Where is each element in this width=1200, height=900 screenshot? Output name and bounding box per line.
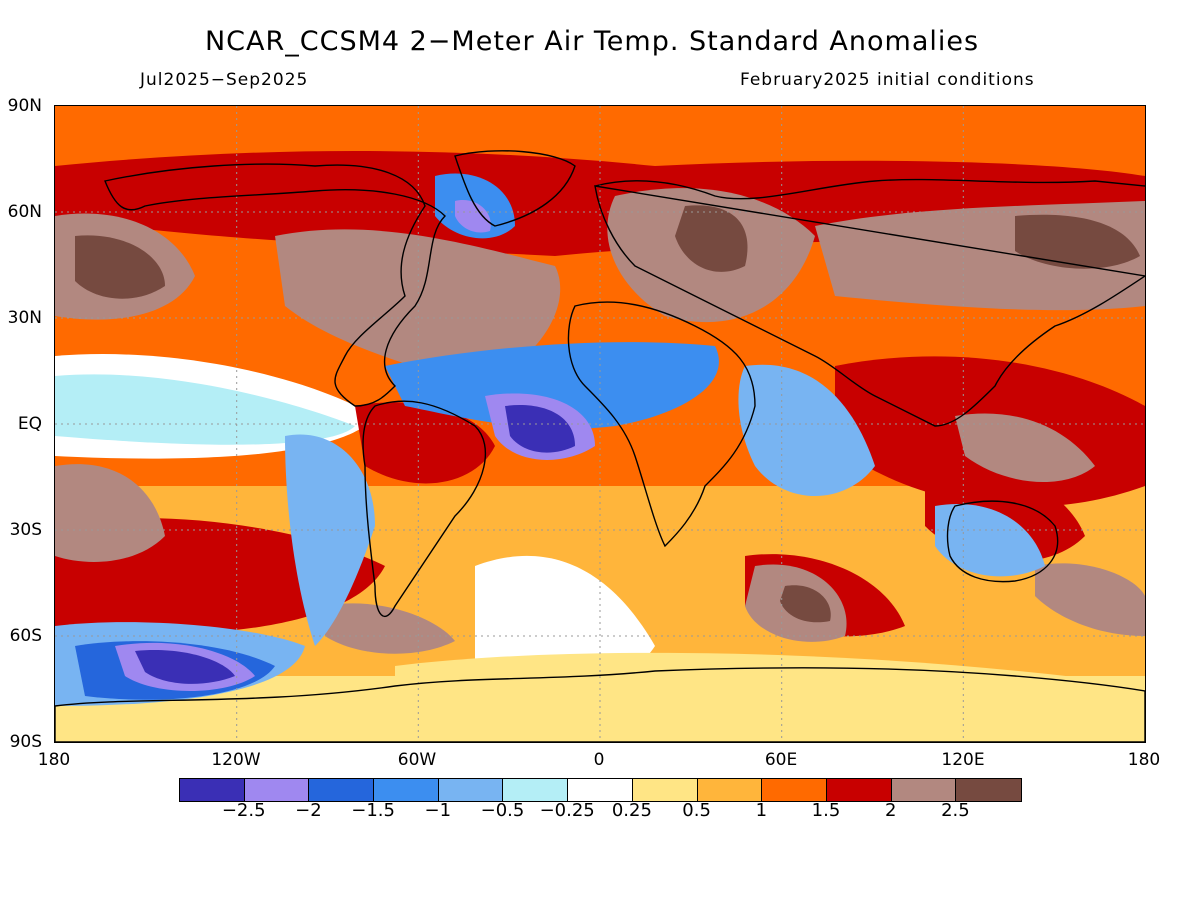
- colorbar-tick-label-6: 0.25: [611, 800, 652, 821]
- antarctica-outline: [55, 667, 1145, 742]
- initial-conditions: February2025 initial conditions: [740, 70, 1035, 90]
- africa-outline: [567, 301, 756, 548]
- lon-label-0: 0: [593, 750, 605, 770]
- greenland-outline: [454, 150, 576, 227]
- colorbar-tick-label-8: 1: [755, 800, 768, 821]
- colorbar-tick-label-3: −1: [424, 800, 452, 821]
- anomaly-map-svg: [55, 106, 1145, 742]
- lon-label-120w: 120W: [211, 750, 261, 770]
- lon-label-60w: 60W: [397, 750, 437, 770]
- graticule: [55, 106, 1145, 742]
- lon-label-180e: 180: [1127, 750, 1161, 770]
- australia-outline: [946, 500, 1059, 583]
- lat-label-60n: 60N: [7, 202, 42, 222]
- lat-label-60s: 60S: [9, 626, 42, 646]
- colorbar-swatch-9: [762, 779, 827, 801]
- amazon-red: [355, 402, 495, 484]
- colorbar-tick-label-7: 0.5: [682, 800, 711, 821]
- lat-label-30n: 30N: [7, 308, 42, 328]
- colorbar: [179, 778, 1022, 802]
- labrador-purple: [455, 200, 491, 233]
- indonesia-brown: [955, 413, 1095, 483]
- lat-label-eq: EQ: [17, 414, 42, 434]
- colorbar-tick-label-1: −2: [295, 800, 322, 821]
- coastlines: [55, 150, 1145, 742]
- south-pacific-brown: [55, 464, 165, 562]
- east-pacific-blue: [285, 434, 375, 646]
- colorbar-tick-label-5: −0.25: [539, 800, 595, 821]
- colorbar-swatch-10: [826, 779, 892, 801]
- colorbar-tick-label-11: 2.5: [941, 800, 970, 821]
- north-america-outline: [104, 163, 446, 407]
- south-indian-core: [780, 585, 831, 623]
- colorbar-swatch-2: [309, 779, 375, 801]
- europe-core: [675, 205, 748, 272]
- colorbar-swatch-12: [956, 779, 1021, 801]
- lon-label-120e: 120E: [941, 750, 985, 770]
- australia-blue: [935, 504, 1045, 577]
- colorbar-tick-label-4: −0.5: [480, 800, 525, 821]
- south-america-outline: [362, 400, 487, 618]
- equatorial-atlantic-core: [505, 405, 575, 453]
- lon-label-60e: 60E: [764, 750, 798, 770]
- southern-ocean-core: [135, 650, 235, 684]
- colorbar-swatch-3: [374, 779, 439, 801]
- lat-label-30s: 30S: [9, 520, 42, 540]
- tasman-brown: [1035, 563, 1145, 636]
- colorbar-swatch-1: [244, 779, 310, 801]
- colorbar-swatch-7: [632, 779, 698, 801]
- anomaly-map: [54, 105, 1146, 743]
- antarctic-coast-yellow: [395, 652, 1145, 726]
- north-america-atlantic-brown: [275, 229, 561, 386]
- drake-passage-brown: [325, 603, 455, 654]
- forecast-period: Jul2025−Sep2025: [140, 70, 309, 90]
- map-title: NCAR_CCSM4 2−Meter Air Temp. Standard An…: [204, 26, 980, 57]
- colorbar-swatch-4: [438, 779, 504, 801]
- lat-label-90s: 90S: [9, 732, 42, 752]
- north-pacific-core: [75, 235, 165, 299]
- eurasia-outline: [594, 178, 1145, 427]
- colorbar-swatch-8: [697, 779, 763, 801]
- colorbar-swatch-0: [180, 779, 245, 801]
- lon-label-180w: 180: [37, 750, 71, 770]
- colorbar-swatch-6: [568, 779, 633, 801]
- siberia-core: [1015, 214, 1140, 269]
- tropical-atlantic-blue: [385, 342, 719, 429]
- colorbar-swatch-5: [503, 779, 569, 801]
- colorbar-tick-label-9: 1.5: [811, 800, 841, 821]
- colorbar-tick-label-10: 2: [884, 800, 897, 821]
- colorbar-tick-label-0: −2.5: [221, 800, 266, 821]
- colorbar-tick-label-2: −1.5: [351, 800, 395, 821]
- colorbar-swatch-11: [891, 779, 957, 801]
- pacific-light-blue: [55, 374, 355, 445]
- lat-label-90n: 90N: [7, 96, 42, 116]
- indian-ocean-blue: [738, 364, 875, 496]
